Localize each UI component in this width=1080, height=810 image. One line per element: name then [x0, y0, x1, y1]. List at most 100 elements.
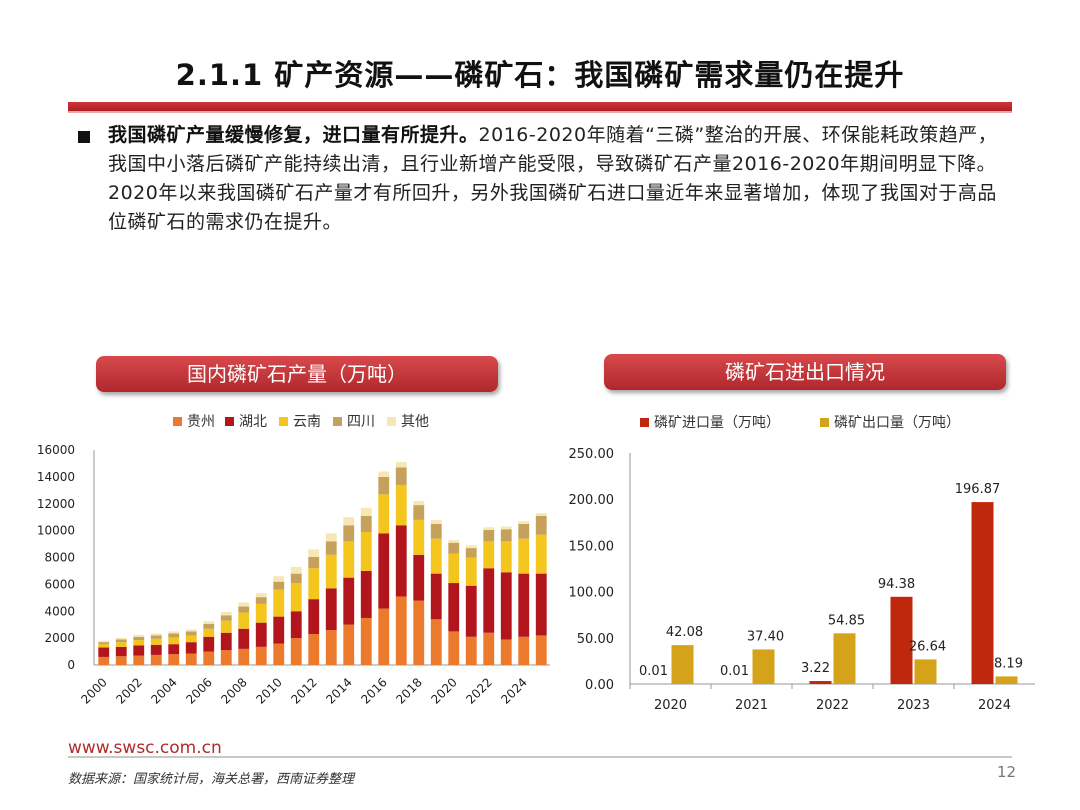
- bar-segment-0: [483, 632, 495, 665]
- bar-segment-3: [360, 515, 372, 532]
- bar-segment-3: [483, 529, 495, 542]
- legend-label: 其他: [401, 414, 429, 430]
- bar-segment-4: [98, 640, 110, 643]
- bar-segment-3: [185, 631, 197, 636]
- bar-segment-3: [98, 642, 110, 645]
- bar-segment-0: [203, 651, 215, 665]
- bar-segment-1: [185, 642, 197, 654]
- bar-segment-4: [133, 634, 145, 637]
- x-tick-label: 2004: [148, 675, 179, 706]
- footer-divider: [68, 756, 1012, 758]
- bar-segment-2: [500, 541, 512, 573]
- bar-segment-3: [500, 529, 512, 542]
- bar-segment-4: [308, 549, 320, 557]
- legend-swatch: [333, 417, 342, 426]
- bar-segment-0: [255, 646, 267, 665]
- bar-segment-0: [518, 636, 530, 665]
- bar-export: [752, 649, 775, 684]
- bar-segment-2: [378, 494, 390, 534]
- bar-segment-3: [273, 581, 285, 590]
- bar-segment-0: [535, 635, 547, 665]
- bar-segment-4: [395, 462, 407, 468]
- legend-swatch: [387, 417, 396, 426]
- bar-segment-4: [430, 519, 442, 524]
- bar-segment-0: [168, 654, 180, 665]
- legend-label: 湖北: [239, 414, 267, 430]
- y-tick-label: 10000: [37, 524, 75, 538]
- bar-segment-3: [168, 633, 180, 638]
- lead-sentence: 我国磷矿产量缓慢修复，进口量有所提升。: [108, 124, 479, 146]
- data-label: 37.40: [747, 629, 784, 644]
- bar-segment-1: [150, 644, 162, 655]
- bar-segment-3: [290, 573, 302, 584]
- bar-segment-2: [535, 534, 547, 574]
- bar-segment-4: [238, 602, 250, 607]
- bar-segment-2: [343, 541, 355, 578]
- bar-segment-0: [413, 600, 425, 665]
- bar-export: [671, 645, 694, 684]
- bar-segment-3: [343, 525, 355, 542]
- legend-swatch: [640, 418, 649, 427]
- legend-yunnan: 云南: [279, 411, 321, 431]
- bar-segment-2: [360, 531, 372, 571]
- x-tick-label: 2002: [113, 675, 144, 706]
- y-tick-label: 8000: [44, 551, 75, 565]
- bar-segment-1: [378, 533, 390, 609]
- bar-segment-2: [168, 637, 180, 645]
- bar-segment-2: [325, 554, 337, 589]
- bar-segment-4: [535, 513, 547, 516]
- bar-segment-4: [483, 527, 495, 530]
- bar-segment-2: [448, 553, 460, 584]
- bar-export: [995, 676, 1018, 684]
- data-label: 3.22: [801, 661, 830, 676]
- bar-segment-3: [535, 515, 547, 535]
- bar-segment-0: [500, 639, 512, 665]
- footer-url[interactable]: www.swsc.com.cn: [68, 738, 222, 758]
- bar-segment-2: [255, 603, 267, 623]
- bar-segment-0: [150, 654, 162, 665]
- bar-export: [914, 659, 937, 684]
- bar-segment-2: [273, 589, 285, 617]
- legend-import: 磷矿进口量（万吨）: [640, 412, 780, 432]
- legend-swatch: [173, 417, 182, 426]
- bar-segment-1: [465, 585, 477, 637]
- bar-import: [890, 596, 913, 684]
- bar-segment-4: [150, 633, 162, 636]
- bar-segment-1: [308, 599, 320, 635]
- data-source: 数据来源：国家统计局，海关总署，西南证券整理: [68, 772, 355, 787]
- bar-segment-1: [290, 611, 302, 639]
- bar-segment-0: [133, 655, 145, 665]
- x-tick-label: 2012: [288, 675, 319, 706]
- bar-segment-1: [343, 577, 355, 625]
- bar-segment-0: [325, 630, 337, 665]
- data-label: 26.64: [909, 639, 946, 654]
- x-tick-label: 2024: [498, 675, 529, 706]
- bar-segment-1: [325, 588, 337, 631]
- bar-segment-4: [465, 545, 477, 549]
- legend-swatch: [279, 417, 288, 426]
- bar-segment-4: [273, 576, 285, 582]
- page-title: 2.1.1 矿产资源——磷矿石：我国磷矿需求量仍在提升: [175, 58, 905, 92]
- title-divider: [68, 102, 1012, 113]
- bar-segment-3: [325, 541, 337, 555]
- bar-segment-4: [168, 631, 180, 634]
- bar-segment-2: [98, 644, 110, 648]
- data-label: 0.01: [639, 664, 668, 679]
- bar-segment-4: [290, 566, 302, 574]
- y-tick-label: 50.00: [577, 632, 614, 647]
- x-tick-label: 2021: [735, 698, 768, 713]
- y-tick-label: 4000: [44, 604, 75, 618]
- x-tick-label: 2008: [218, 675, 249, 706]
- bar-segment-4: [343, 517, 355, 526]
- bar-segment-4: [378, 471, 390, 477]
- bar-segment-3: [255, 597, 267, 604]
- production-stacked-bar-chart: 0200040006000800010000120001400016000200…: [37, 443, 550, 707]
- bar-segment-0: [308, 634, 320, 665]
- y-tick-label: 250.00: [569, 447, 615, 462]
- right-chart-title: 磷矿石进出口情况: [604, 354, 1006, 390]
- y-tick-label: 2000: [44, 631, 75, 645]
- y-tick-label: 0.00: [585, 678, 614, 693]
- x-tick-label: 2018: [393, 675, 424, 706]
- body-text: 2016-2020年随着“三磷”整治的开展、环保能耗政策趋严，我国中小落后磷矿产…: [108, 124, 998, 233]
- bar-segment-2: [185, 635, 197, 643]
